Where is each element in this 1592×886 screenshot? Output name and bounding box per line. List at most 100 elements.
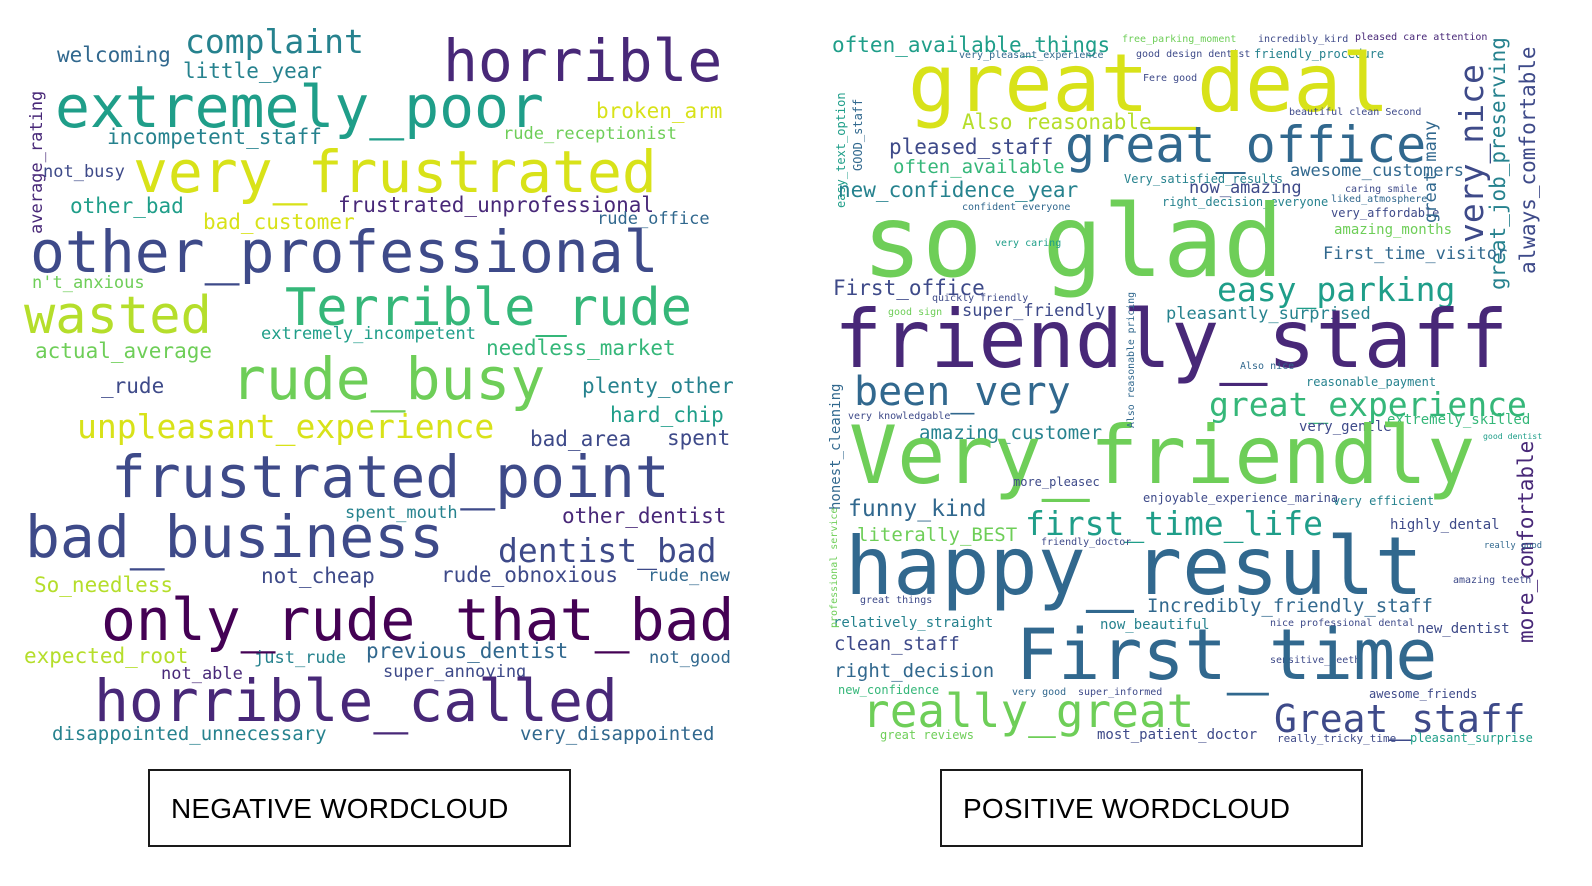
word: very_affordable <box>1331 206 1440 220</box>
word: super_annoying <box>383 662 527 682</box>
word: n't_anxious <box>32 273 145 293</box>
word: other_bad <box>70 194 184 218</box>
word: now_beautiful <box>1100 617 1210 633</box>
word: good dentist <box>1483 431 1543 441</box>
word: frustrated_point <box>111 443 670 511</box>
word: disappointed_unnecessary <box>52 723 327 745</box>
word: rude_busy <box>231 345 546 413</box>
word: nice professional dental <box>1270 618 1415 629</box>
word: not_cheap <box>261 564 375 588</box>
word: often_available_things <box>832 33 1111 57</box>
word: more_pleasec <box>1013 475 1100 489</box>
word: dentist_bad <box>498 531 717 570</box>
word: welcoming <box>57 43 171 67</box>
word: really_tricky_time <box>1277 732 1397 745</box>
word: wasted <box>24 286 212 346</box>
word: often_available <box>893 156 1065 178</box>
word: first_time_life <box>1025 504 1324 543</box>
word: bad_business <box>25 503 445 571</box>
word: professional service <box>829 507 840 628</box>
word: Also reasonable <box>962 110 1152 134</box>
word: horrible <box>443 27 723 95</box>
word: funny_kind <box>848 496 987 522</box>
word: new_dentist <box>1417 621 1510 637</box>
word: liked_atmosphere <box>1331 194 1428 205</box>
word: friendly_procedure <box>1254 47 1385 61</box>
word: rude_office <box>597 209 710 229</box>
word: very_frustrated <box>133 138 657 206</box>
word: Incredibly_friendly_staff <box>1147 595 1433 617</box>
word: literally_BEST <box>857 524 1018 546</box>
word: pleasantly_surprised <box>1166 304 1371 324</box>
negative-wordcloud-label-box: NEGATIVE WORDCLOUD <box>148 769 571 847</box>
word: horrible_called <box>94 667 618 735</box>
word: happy_result <box>845 520 1423 613</box>
word: great reviews <box>880 728 974 742</box>
word: pleasant_surprise <box>1410 731 1533 745</box>
word: very_nice <box>1452 64 1491 243</box>
word: super_informed <box>1078 687 1163 698</box>
word: very_gentle <box>1299 419 1392 435</box>
word: plenty_other <box>582 374 734 398</box>
word: confident everyone <box>962 202 1071 213</box>
word: relatively_straight <box>833 615 994 631</box>
word: really good <box>1484 541 1543 551</box>
word: First_time <box>1016 614 1438 696</box>
word: complaint <box>185 22 364 61</box>
word: friendly_doctor <box>1041 537 1132 548</box>
word: previous_dentist <box>366 639 569 663</box>
positive-wordcloud: often_available_things free_parking_momen… <box>826 27 1544 749</box>
word: easy_parking <box>1217 270 1456 309</box>
positive-wordcloud-label: POSITIVE WORDCLOUD <box>963 793 1291 824</box>
word: needless_market <box>486 336 676 360</box>
word: Also reasonable pricing <box>1126 291 1137 428</box>
word: pleased care attention <box>1355 32 1488 43</box>
word: bad_area <box>530 427 632 451</box>
word: right_decision_everyone <box>1162 195 1329 209</box>
word: free_parking_moment <box>1122 34 1237 45</box>
word: broken_arm <box>596 99 723 123</box>
negative-wordcloud-label: NEGATIVE WORDCLOUD <box>171 793 509 824</box>
word: other_professional <box>30 218 659 286</box>
word: extremely_poor <box>55 73 544 141</box>
word: right_decision <box>834 660 995 682</box>
word: _rude <box>101 374 165 398</box>
word: honest_cleaning <box>828 383 844 510</box>
word: hard_chip <box>610 403 724 427</box>
word: only_rude <box>101 586 416 654</box>
word: very good <box>1012 687 1067 698</box>
word: clean_staff <box>834 633 960 655</box>
word: frustrated_unprofessional <box>338 193 655 217</box>
word: very knowledgable <box>848 411 951 422</box>
word: sensitive_teeth <box>1270 655 1361 666</box>
word: great_office <box>1065 116 1427 174</box>
word: highly_dental <box>1390 517 1500 533</box>
word: good sign <box>888 307 943 318</box>
word: amazing_customer <box>919 422 1103 444</box>
word: So_needless <box>34 573 174 597</box>
positive-wordcloud-label-box: POSITIVE WORDCLOUD <box>940 769 1363 847</box>
word: very_pleasant_experience <box>959 50 1104 61</box>
word: extremely_skilled <box>1387 412 1531 428</box>
word: other_dentist <box>562 504 727 528</box>
word: not_good <box>649 648 731 668</box>
word: little_year <box>183 59 323 83</box>
word: most_patient_doctor <box>1097 727 1258 743</box>
word: Fere good <box>1143 73 1198 84</box>
word: First_office <box>833 276 985 300</box>
negative-wordcloud: horrible complaint welcoming little_year ave… <box>20 20 750 750</box>
word: incredibly_kird <box>1258 34 1349 45</box>
word: Also nice <box>1240 361 1295 372</box>
word: enjoyable_experience_marina <box>1143 491 1339 505</box>
word: bad_customer <box>203 210 355 234</box>
word: rude_receptionist <box>503 124 677 144</box>
word: good design dentist <box>1136 49 1251 60</box>
word: caring smile <box>1345 184 1418 195</box>
word: rude_new <box>648 566 730 586</box>
word: amazing teeth <box>1453 575 1532 586</box>
word: Great_staff <box>1274 697 1526 741</box>
word: super_friendly <box>962 301 1106 321</box>
word: pleased_staff <box>889 135 1054 159</box>
word: not_able <box>161 664 243 684</box>
word: spent_mouth <box>345 503 458 523</box>
